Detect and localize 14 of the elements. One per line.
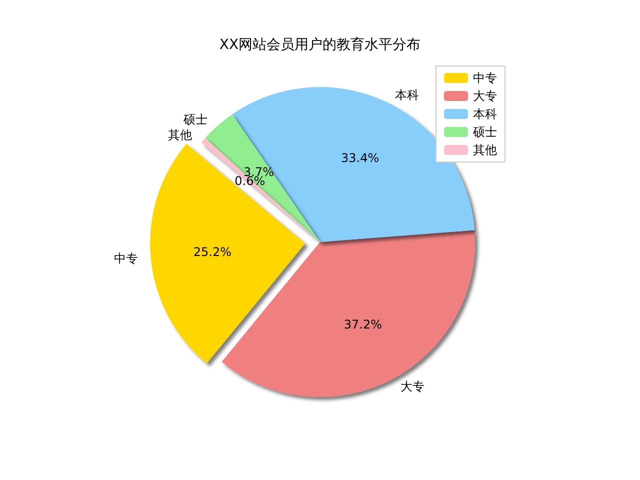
data-label: 25.2% xyxy=(193,245,232,260)
data-label: 33.4% xyxy=(341,151,380,166)
legend-label: 硕士 xyxy=(472,125,497,139)
slice-label: 大专 xyxy=(400,380,424,394)
legend-label: 大专 xyxy=(473,89,497,103)
slice-label: 本科 xyxy=(395,88,420,102)
data-label: 37.2% xyxy=(344,317,382,332)
slice-label: 其他 xyxy=(168,128,192,142)
legend-label: 其他 xyxy=(473,143,497,157)
legend-label: 本科 xyxy=(473,107,497,121)
slice-label: 硕士 xyxy=(182,112,208,126)
slice-label: 中专 xyxy=(114,251,138,266)
chart-title: XX网站会员用户的教育水平分布 xyxy=(219,36,421,53)
legend-label: 中专 xyxy=(473,71,497,85)
